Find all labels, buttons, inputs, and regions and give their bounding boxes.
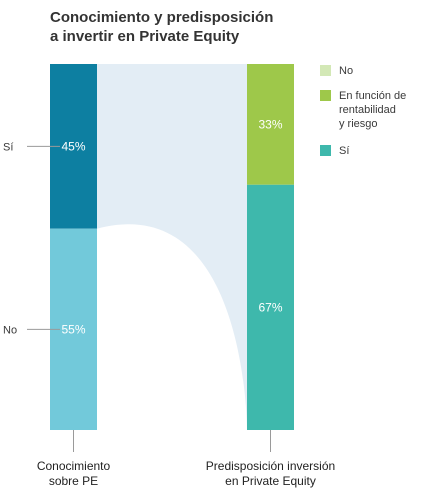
category-label-1: Conocimiento sobre PE xyxy=(37,459,111,488)
category-label-2: Predisposición inversión en Private Equit… xyxy=(206,459,335,488)
legend-label-2-line-3: y riesgo xyxy=(339,118,378,130)
category-label-1-line-1: Conocimiento xyxy=(37,459,111,473)
flow-band xyxy=(97,64,247,430)
legend-label-3-line-1: Sí xyxy=(339,145,349,157)
legend-label-2-line-2: rentabilidad xyxy=(339,104,396,116)
bar-1-data-label-2: 55% xyxy=(61,322,85,336)
legend-swatch-3 xyxy=(320,145,331,156)
legend-swatch-1 xyxy=(320,65,331,76)
bar-2-segment-2 xyxy=(247,184,294,430)
legend-label-1: No xyxy=(339,65,353,77)
bar-2-data-label-1: 33% xyxy=(258,117,282,131)
bar-2-segment-1 xyxy=(247,64,294,185)
legend-label-2: En función de rentabilidad y riesgo xyxy=(339,90,406,130)
legend-label-3: Sí xyxy=(339,145,349,157)
chart-title: Conocimiento y predisposición a invertir… xyxy=(50,8,310,46)
bar-1-data-label-1: 45% xyxy=(61,139,85,153)
category-label-1-line-2: sobre PE xyxy=(49,474,98,488)
legend-label-2-line-1: En función de xyxy=(339,90,406,102)
tick-label-2: No xyxy=(3,324,17,336)
chart-title-line-2: a invertir en Private Equity xyxy=(50,28,240,45)
chart-title-line-1: Conocimiento y predisposición xyxy=(50,9,274,26)
category-label-2-line-2: en Private Equity xyxy=(225,474,316,488)
bar-2-data-label-2: 67% xyxy=(258,300,282,314)
tick-label-1: Sí xyxy=(3,141,13,153)
legend-label-1-line-1: No xyxy=(339,65,353,77)
category-label-2-line-1: Predisposición inversión xyxy=(206,459,335,473)
legend-swatch-2 xyxy=(320,90,331,101)
